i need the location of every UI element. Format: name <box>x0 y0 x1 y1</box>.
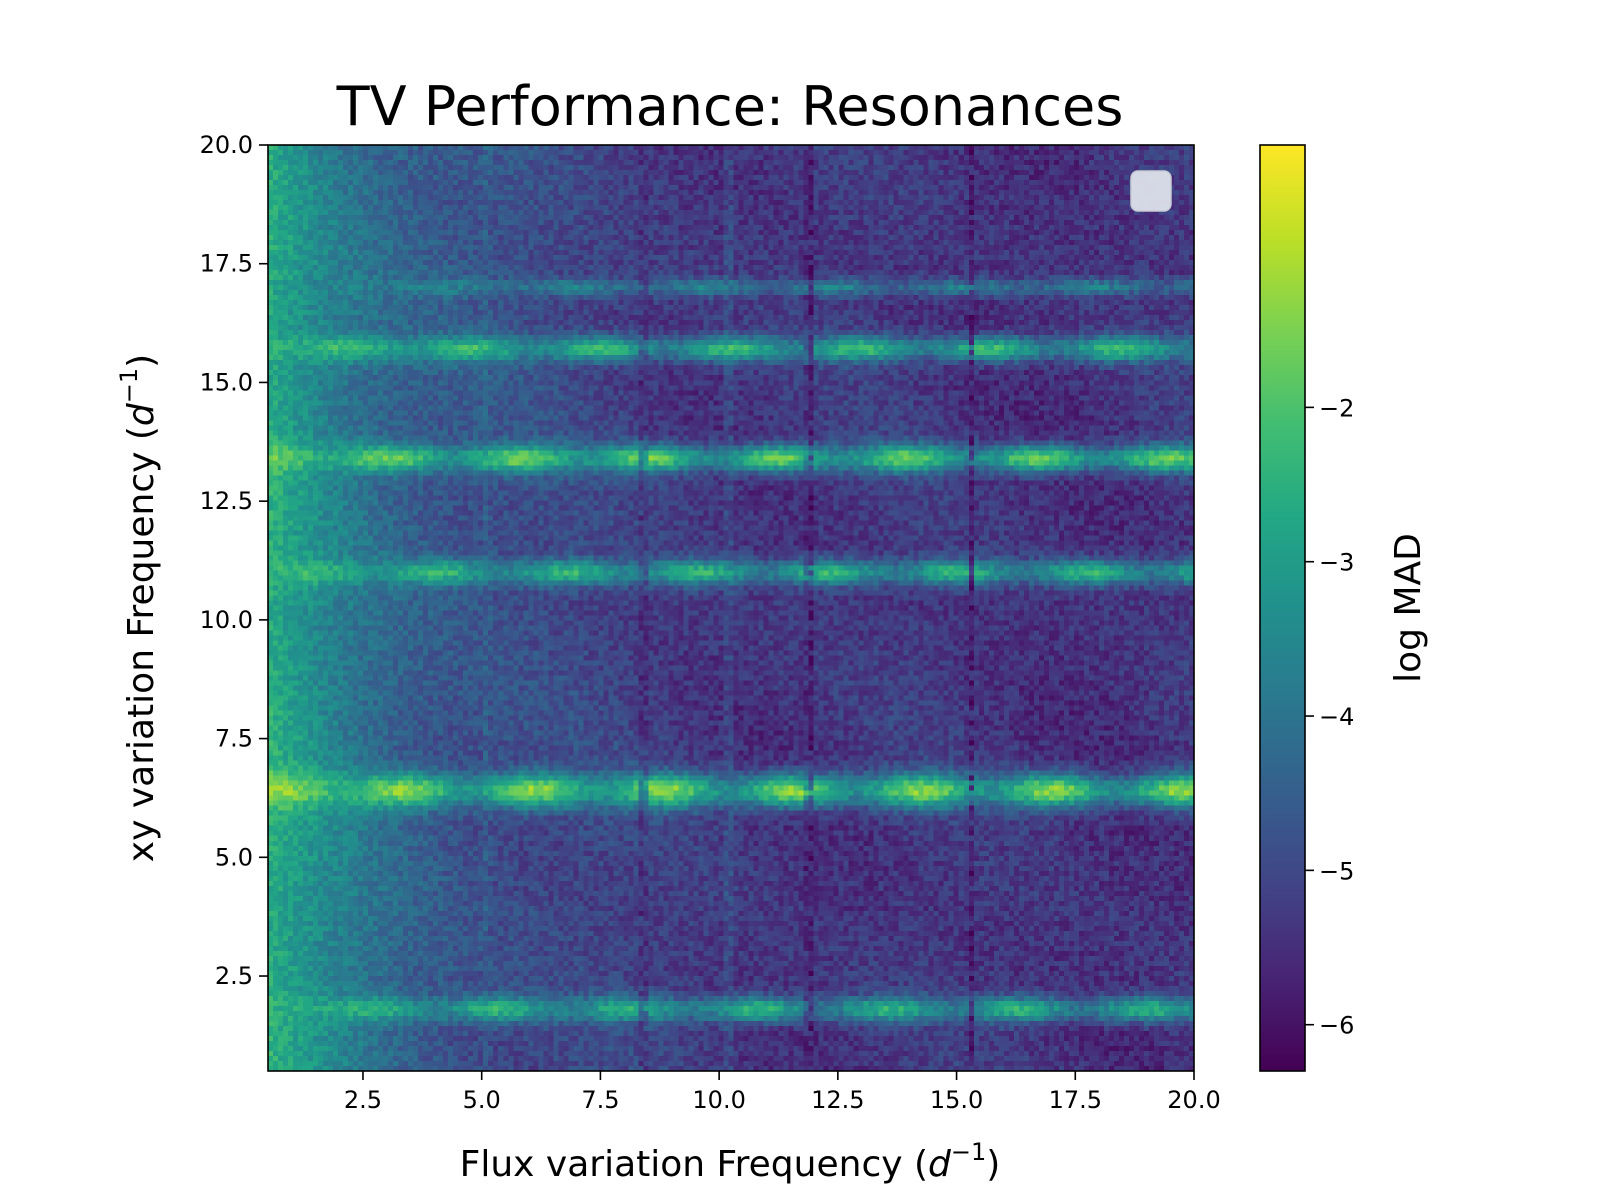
x-tick-label: 12.5 <box>811 1086 864 1114</box>
x-axis-label-prefix: Flux variation Frequency ( <box>460 1144 928 1185</box>
x-tick-label: 10.0 <box>692 1086 745 1114</box>
y-tick-label: 5.0 <box>215 843 253 871</box>
colorbar-tick-label: −6 <box>1319 1012 1354 1040</box>
x-tick-label: 17.5 <box>1049 1086 1102 1114</box>
colorbar-tick-label: −5 <box>1319 857 1354 885</box>
y-axis-label-suffix: ) <box>121 354 162 368</box>
colorbar-tick-label: −3 <box>1319 549 1354 577</box>
x-tick-label: 7.5 <box>581 1086 619 1114</box>
x-axis-label: Flux variation Frequency (d−1) <box>460 1138 1001 1185</box>
colorbar-tick-label: −4 <box>1319 703 1354 731</box>
y-axis-label-exponent: −1 <box>115 368 143 403</box>
y-tick-label: 10.0 <box>200 606 253 634</box>
colorbar-tick-label: −2 <box>1319 394 1354 422</box>
x-tick-label: 2.5 <box>344 1086 382 1114</box>
heatmap-canvas-holder <box>268 145 1194 1071</box>
heatmap-cells <box>268 145 1194 1071</box>
x-axis-label-exponent: −1 <box>951 1138 986 1166</box>
y-tick-label: 7.5 <box>215 725 253 753</box>
y-axis-label-unit: d <box>121 402 162 426</box>
y-axis-label-prefix: xy variation Frequency ( <box>121 426 162 862</box>
x-axis-ticks: 2.5 5.0 7.5 10.0 12.5 15.0 17.5 20.0 <box>344 1071 1221 1114</box>
colorbar-label: log MAD <box>1388 533 1429 683</box>
x-tick-label: 20.0 <box>1167 1086 1220 1114</box>
x-axis-label-suffix: ) <box>986 1144 1000 1185</box>
y-tick-label: 17.5 <box>200 250 253 278</box>
y-axis-ticks: 2.5 5.0 7.5 10.0 12.5 15.0 17.5 20.0 <box>200 131 268 990</box>
chart-title: TV Performance: Resonances <box>336 75 1124 138</box>
y-tick-label: 2.5 <box>215 962 253 990</box>
y-axis-label: xy variation Frequency (d−1) <box>115 354 162 862</box>
y-tick-label: 15.0 <box>200 368 253 396</box>
colorbar <box>1259 144 1306 1072</box>
colorbar-ticks: −2 −3 −4 −5 −6 <box>1305 394 1354 1040</box>
plot-frame <box>267 144 1195 1072</box>
y-tick-label: 20.0 <box>200 131 253 159</box>
y-tick-label: 12.5 <box>200 487 253 515</box>
legend-box <box>1130 170 1172 212</box>
x-axis-label-unit: d <box>928 1144 952 1185</box>
x-tick-label: 5.0 <box>463 1086 501 1114</box>
x-tick-label: 15.0 <box>930 1086 983 1114</box>
